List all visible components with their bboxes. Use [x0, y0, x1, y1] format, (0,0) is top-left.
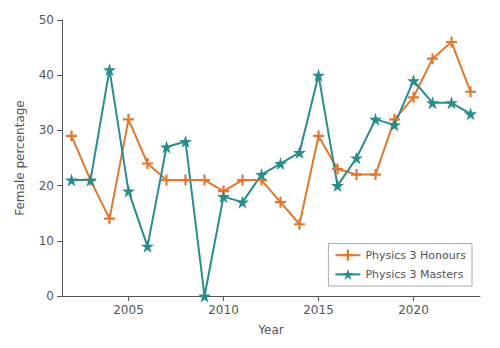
svg-text:Physics 3 Masters: Physics 3 Masters	[365, 268, 463, 281]
svg-text:0: 0	[46, 289, 54, 303]
svg-text:2010: 2010	[208, 303, 239, 317]
svg-text:50: 50	[39, 13, 54, 27]
svg-text:Female percentage: Female percentage	[13, 100, 27, 216]
svg-text:40: 40	[39, 68, 54, 82]
svg-text:30: 30	[39, 123, 54, 137]
svg-text:10: 10	[39, 234, 54, 248]
svg-text:2020: 2020	[398, 303, 429, 317]
svg-text:2005: 2005	[113, 303, 144, 317]
svg-text:2015: 2015	[303, 303, 334, 317]
svg-text:20: 20	[39, 179, 54, 193]
svg-text:Year: Year	[257, 323, 283, 337]
svg-text:Physics 3 Honours: Physics 3 Honours	[365, 249, 466, 262]
